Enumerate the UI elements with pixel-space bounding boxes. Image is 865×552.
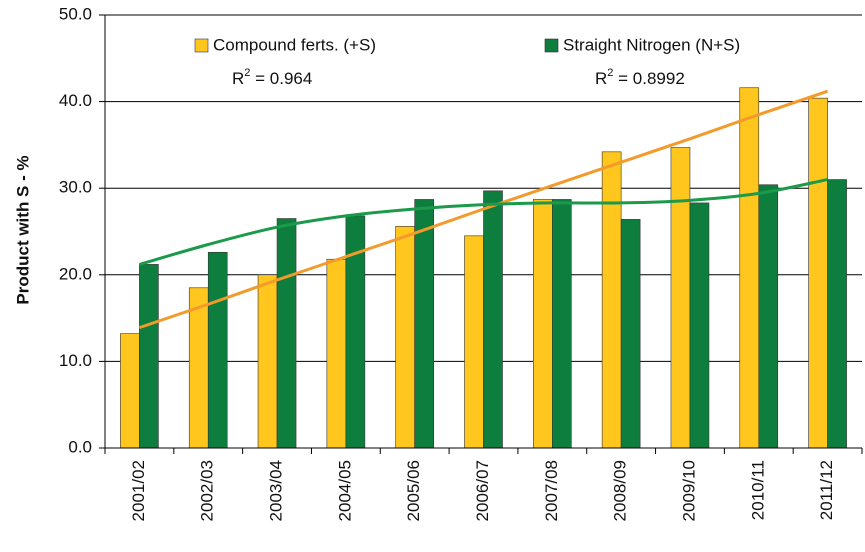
x-tick-label: 2009/10 xyxy=(679,460,698,521)
bar xyxy=(601,151,622,449)
x-tick-label: 2005/06 xyxy=(404,460,423,521)
bar xyxy=(276,218,297,449)
bar xyxy=(827,179,847,449)
r-squared-sup: 2 xyxy=(244,67,250,79)
bar xyxy=(552,199,572,449)
y-tick-label: 40.0 xyxy=(59,91,92,110)
y-tick-label: 20.0 xyxy=(59,264,92,283)
legend-label: Straight Nitrogen (N+S) xyxy=(563,35,740,54)
bar xyxy=(414,199,434,449)
r-squared-sup: 2 xyxy=(607,67,613,79)
bar xyxy=(758,184,779,449)
r-squared-value: = 0.8992 xyxy=(613,69,684,88)
y-tick-label: 0.0 xyxy=(68,437,92,456)
trend-line xyxy=(138,89,829,330)
bar xyxy=(395,226,415,449)
r-squared-value: = 0.964 xyxy=(250,69,312,88)
r-squared: R2 = 0.964 xyxy=(232,67,312,89)
y-tick-label: 50.0 xyxy=(59,4,92,23)
bar xyxy=(464,235,484,449)
y-tick-label: 10.0 xyxy=(59,351,92,370)
x-tick-label: 2007/08 xyxy=(542,460,561,521)
bar xyxy=(257,274,278,449)
bar xyxy=(326,258,347,449)
legend-swatch xyxy=(194,38,209,53)
r-squared-base: R xyxy=(232,69,244,88)
x-tick-label: 2008/09 xyxy=(611,460,630,521)
y-axis-title: Product with S - % xyxy=(13,155,32,304)
bar xyxy=(670,147,691,449)
r-squared-base: R xyxy=(595,69,607,88)
bar xyxy=(689,202,710,449)
bar xyxy=(620,219,641,449)
bar xyxy=(207,251,228,449)
bar xyxy=(739,87,760,449)
trend-line xyxy=(138,178,828,266)
r-squared: R2 = 0.8992 xyxy=(595,67,685,89)
legend-swatch xyxy=(544,38,559,53)
bar xyxy=(120,333,140,449)
bar xyxy=(808,97,828,449)
legend-label: Compound ferts. (+S) xyxy=(213,35,376,54)
bar xyxy=(533,199,553,449)
y-tick-label: 30.0 xyxy=(59,178,92,197)
x-tick-label: 2004/05 xyxy=(335,460,354,521)
x-tick-label: 2011/12 xyxy=(817,460,836,520)
x-tick-label: 2001/02 xyxy=(129,460,148,521)
bar xyxy=(139,264,159,449)
x-tick-label: 2002/03 xyxy=(198,460,217,521)
bar xyxy=(188,287,209,449)
x-tick-label: 2003/04 xyxy=(267,460,286,521)
x-tick-label: 2006/07 xyxy=(473,460,492,521)
x-tick-label: 2010/11 xyxy=(748,460,767,520)
bar xyxy=(483,190,503,449)
